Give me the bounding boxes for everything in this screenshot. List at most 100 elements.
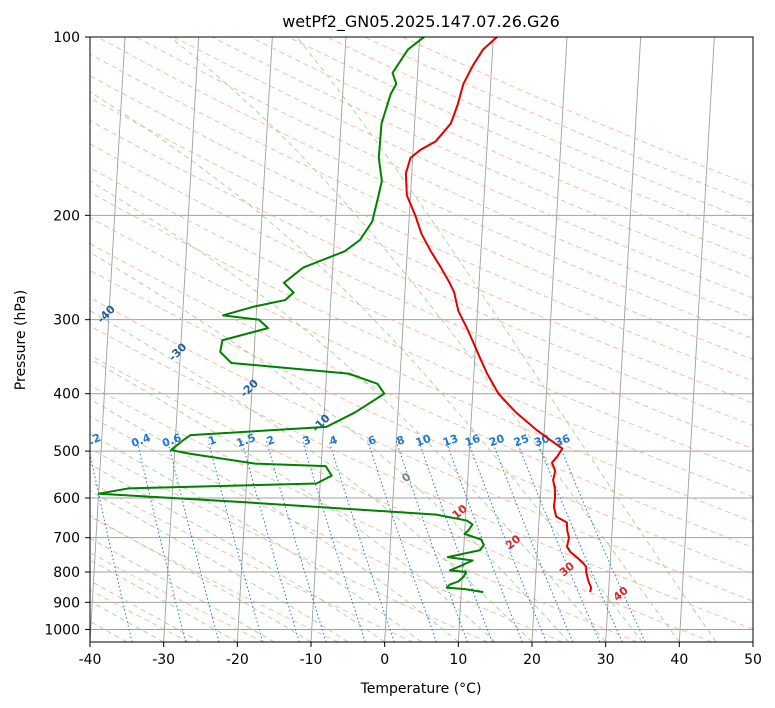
mixing-ratio-label: 0.6: [160, 431, 183, 450]
moist-adiabat-line: [90, 559, 238, 642]
moist-adiabat-line: [90, 580, 201, 642]
mixing-ratio-line: [301, 440, 366, 642]
x-tick-label: -40: [79, 652, 102, 668]
dry-adiabat-label: -10: [309, 411, 332, 434]
x-tick-label: 0: [380, 652, 389, 668]
dry-adiabat-line: [326, 37, 753, 223]
temperature-profile: [404, 37, 593, 593]
isotherm-line: [384, 37, 421, 642]
dry-adiabat-line: [90, 415, 563, 642]
dry-adiabat-line: [90, 481, 414, 642]
x-tick-label: 30: [597, 652, 615, 668]
mixing-ratio-label: 4: [328, 433, 340, 448]
dry-adiabat-line: [90, 120, 753, 427]
dry-adiabat-line: [90, 384, 638, 642]
dry-adiabat-label: -40: [95, 302, 118, 325]
mixing-ratio-line: [265, 440, 327, 642]
y-tick-label: 800: [53, 565, 80, 581]
moist-adiabat-line: [90, 358, 496, 642]
moist-adiabat-line: [90, 433, 422, 642]
x-tick-label: -10: [300, 652, 323, 668]
mixing-ratio-line: [516, 440, 601, 642]
mixing-ratio-label: 2: [265, 433, 277, 448]
x-tick-label: -30: [152, 652, 175, 668]
mixing-ratio-label: 6: [366, 433, 378, 448]
mixing-ratio-label: 13: [441, 432, 460, 449]
dry-adiabat-line: [90, 191, 753, 498]
y-tick-label: 300: [53, 313, 80, 329]
moist-adiabat-line: [169, 37, 680, 642]
dry-adiabat-line: [90, 217, 753, 523]
y-tick-label: 700: [53, 531, 80, 547]
mixing-ratio-line: [167, 440, 220, 642]
mixing-ratio-line: [241, 440, 300, 642]
moist-adiabat-line: [90, 310, 533, 642]
mixing-ratio-line: [557, 440, 646, 642]
y-tick-label: 900: [53, 595, 80, 611]
dry-adiabat-line: [135, 37, 753, 319]
dry-adiabat-line: [90, 97, 753, 404]
x-tick-label: 40: [670, 652, 688, 668]
moist-adiabat-line: [90, 537, 275, 642]
moist-adiabat-label: 20: [503, 532, 523, 552]
y-tick-label: 1000: [44, 622, 80, 638]
moist-adiabat-line: [90, 251, 570, 642]
y-tick-label: 500: [53, 444, 80, 460]
plot-frame: [89, 36, 754, 643]
x-tick-label: 50: [744, 652, 762, 668]
isotherm-line: [236, 37, 273, 642]
mixing-ratio-label: 0.2: [80, 431, 103, 450]
dry-adiabat-line: [90, 143, 753, 450]
mixing-ratio-label: 16: [463, 432, 482, 450]
dry-adiabat-line: [90, 589, 190, 642]
mixing-ratio-line: [207, 440, 264, 642]
isotherm-line: [605, 37, 642, 642]
x-tick-label: 20: [523, 652, 541, 668]
moist-adiabat-label: 40: [611, 584, 631, 604]
dry-adiabat-line: [90, 552, 264, 642]
y-axis-label: Pressure (hPa): [13, 290, 29, 390]
isotherm-line: [457, 37, 494, 642]
moist-adiabat-line: [90, 180, 607, 642]
y-tick-label: 600: [53, 491, 80, 507]
isotherm-line: [163, 37, 200, 642]
isotherm-line: [90, 37, 126, 642]
moist-adiabat-line: [90, 463, 385, 642]
mixing-ratio-line: [395, 440, 468, 642]
mixing-ratio-label: 3: [301, 433, 313, 448]
isotherm-line: [752, 634, 753, 642]
dry-adiabat-line: [90, 269, 753, 575]
mixing-ratio-label: 8: [395, 433, 407, 448]
x-axis: -40 -30 -20 -10 0 10 20 30 40 50: [79, 642, 762, 668]
mixing-ratio-line: [136, 440, 187, 642]
mixing-ratio-label: 36: [553, 432, 572, 450]
isotherm-line: [678, 37, 715, 642]
chart-title: wetPf2_GN05.2025.147.07.26.G26: [282, 12, 560, 32]
dry-adiabat-line: [97, 37, 753, 340]
moist-adiabat-line: [296, 37, 717, 642]
mixing-ratio-label: 0.4: [130, 431, 153, 450]
moist-adiabat-line: [90, 490, 349, 642]
moist-adiabat-line: [90, 398, 459, 642]
dry-adiabat-line: [90, 243, 753, 549]
y-tick-label: 200: [53, 208, 80, 224]
dry-adiabat-line: [90, 354, 712, 642]
dry-adiabat-line: [90, 167, 753, 473]
dry-adiabat-line: [90, 53, 753, 361]
moist-adiabat-line: [90, 91, 643, 642]
dry-adiabat-line: [173, 37, 753, 299]
dry-adiabat-line: [90, 297, 753, 602]
mixing-ratio-line: [328, 440, 395, 642]
mixing-ratio-line: [491, 440, 574, 642]
x-axis-label: Temperature (°C): [360, 681, 482, 697]
mixing-ratio-line: [90, 451, 133, 642]
dry-adiabat-label: -20: [238, 377, 261, 400]
dry-adiabat-line: [90, 325, 753, 630]
isotherm-line: [531, 37, 568, 642]
y-axis: 100 200 300 400 500 600 700 800 900 1000: [44, 30, 90, 638]
y-tick-label: 400: [53, 387, 80, 403]
mixing-ratio-label: 1: [206, 433, 218, 448]
dry-adiabat-label: -50: [23, 263, 46, 286]
moist-adiabat-line: [90, 514, 312, 642]
mixing-ratio-line: [418, 440, 493, 642]
